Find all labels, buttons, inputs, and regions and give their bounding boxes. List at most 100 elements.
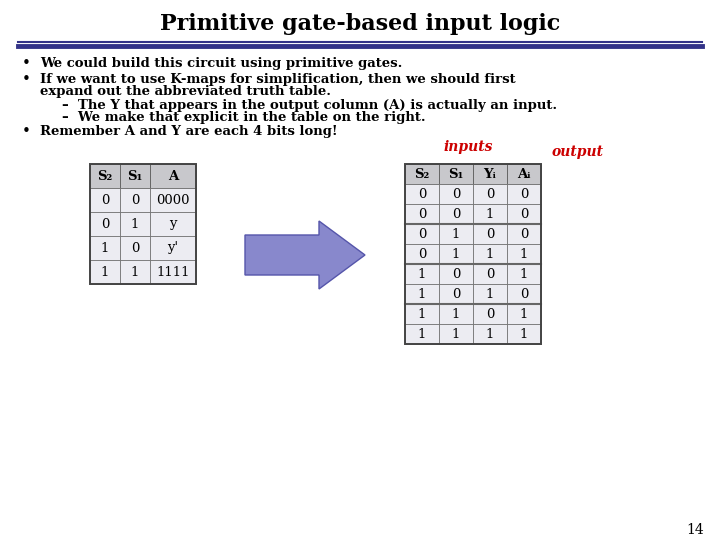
Text: y': y': [168, 241, 179, 254]
Text: 14: 14: [686, 523, 704, 537]
Text: y: y: [169, 218, 176, 231]
Bar: [473, 224, 507, 244]
Text: Aᵢ: Aᵢ: [517, 167, 531, 180]
Text: 1: 1: [486, 207, 494, 220]
Bar: [473, 324, 507, 344]
Bar: [507, 264, 541, 284]
Text: output: output: [552, 145, 604, 159]
Text: S₁: S₁: [127, 170, 143, 183]
Text: 1: 1: [418, 287, 426, 300]
Bar: [439, 304, 473, 324]
Bar: [120, 164, 150, 188]
Text: Remember A and Y are each 4 bits long!: Remember A and Y are each 4 bits long!: [40, 125, 338, 138]
Text: A: A: [168, 170, 178, 183]
Text: If we want to use K-maps for simplification, then we should first: If we want to use K-maps for simplificat…: [40, 73, 516, 86]
Bar: [405, 164, 439, 184]
Text: 0: 0: [520, 187, 528, 200]
Bar: [405, 284, 439, 304]
Bar: [150, 164, 196, 188]
Text: 1: 1: [418, 267, 426, 280]
Text: 1: 1: [418, 307, 426, 321]
Bar: [507, 284, 541, 304]
Bar: [405, 204, 439, 224]
Text: We could build this circuit using primitive gates.: We could build this circuit using primit…: [40, 57, 402, 70]
Bar: [90, 236, 120, 260]
Text: 0: 0: [131, 241, 139, 254]
Bar: [90, 188, 120, 212]
Bar: [439, 184, 473, 204]
Text: expand out the abbreviated truth table.: expand out the abbreviated truth table.: [40, 85, 331, 98]
Text: 0000: 0000: [156, 193, 190, 206]
Text: 1: 1: [486, 327, 494, 341]
Text: –  The Y that appears in the output column (A) is actually an input.: – The Y that appears in the output colum…: [62, 98, 557, 111]
Text: Primitive gate-based input logic: Primitive gate-based input logic: [160, 13, 560, 35]
Bar: [473, 304, 507, 324]
Text: 0: 0: [452, 267, 460, 280]
Text: 0: 0: [486, 307, 494, 321]
Bar: [473, 204, 507, 224]
Text: 0: 0: [486, 187, 494, 200]
Text: inputs: inputs: [444, 140, 492, 154]
Text: 1: 1: [452, 327, 460, 341]
Bar: [507, 224, 541, 244]
Text: 1: 1: [101, 241, 109, 254]
Text: 1: 1: [452, 307, 460, 321]
Bar: [507, 324, 541, 344]
Text: 1: 1: [452, 227, 460, 240]
Bar: [405, 164, 541, 344]
Text: S₂: S₂: [415, 167, 430, 180]
Bar: [439, 164, 473, 184]
Bar: [120, 236, 150, 260]
Text: 1: 1: [101, 266, 109, 279]
Text: 0: 0: [101, 193, 109, 206]
Bar: [405, 304, 439, 324]
Bar: [507, 164, 541, 184]
Bar: [439, 264, 473, 284]
Text: 1111: 1111: [156, 266, 190, 279]
Bar: [150, 260, 196, 284]
Text: 1: 1: [131, 266, 139, 279]
Bar: [473, 244, 507, 264]
Text: 1: 1: [520, 327, 528, 341]
Text: 0: 0: [452, 207, 460, 220]
Bar: [90, 164, 120, 188]
Text: 0: 0: [520, 207, 528, 220]
Bar: [150, 188, 196, 212]
Text: 1: 1: [520, 307, 528, 321]
Text: 1: 1: [520, 247, 528, 260]
Text: 0: 0: [418, 187, 426, 200]
Text: 0: 0: [486, 267, 494, 280]
Bar: [405, 184, 439, 204]
Text: 1: 1: [486, 287, 494, 300]
Bar: [439, 244, 473, 264]
Text: 1: 1: [131, 218, 139, 231]
Text: 0: 0: [418, 227, 426, 240]
Bar: [473, 284, 507, 304]
Text: –  We make that explicit in the table on the right.: – We make that explicit in the table on …: [62, 111, 426, 124]
Text: 0: 0: [101, 218, 109, 231]
Polygon shape: [245, 221, 365, 289]
Bar: [507, 244, 541, 264]
Bar: [120, 260, 150, 284]
Bar: [150, 236, 196, 260]
Text: •: •: [22, 56, 31, 71]
Text: S₁: S₁: [449, 167, 464, 180]
Bar: [439, 224, 473, 244]
Text: 1: 1: [452, 247, 460, 260]
Text: 1: 1: [520, 267, 528, 280]
Bar: [120, 212, 150, 236]
Text: 1: 1: [418, 327, 426, 341]
Text: •: •: [22, 125, 31, 139]
Bar: [90, 164, 196, 284]
Bar: [439, 204, 473, 224]
Bar: [507, 304, 541, 324]
Bar: [405, 244, 439, 264]
Bar: [120, 188, 150, 212]
Text: S₂: S₂: [97, 170, 112, 183]
Bar: [507, 204, 541, 224]
Text: 0: 0: [131, 193, 139, 206]
Bar: [439, 284, 473, 304]
Text: 0: 0: [418, 207, 426, 220]
Bar: [90, 260, 120, 284]
Bar: [473, 164, 507, 184]
